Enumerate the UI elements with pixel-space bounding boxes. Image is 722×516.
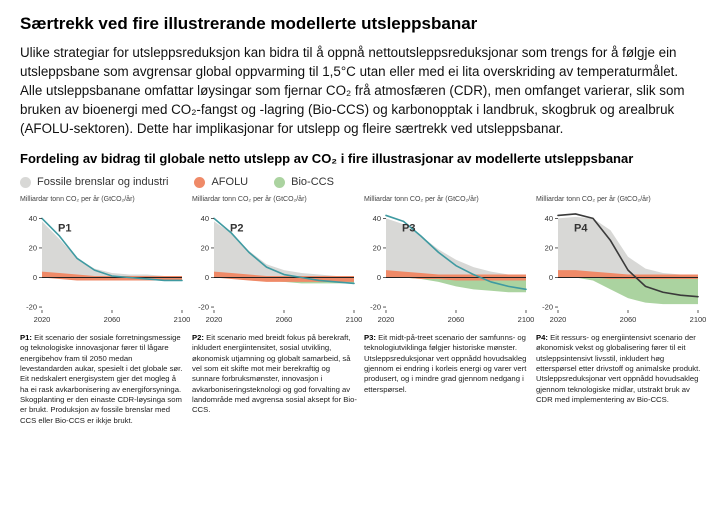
scenario-text-p3: Eit midt-på-treet scenario der samfunns-…	[364, 333, 527, 394]
chart-panel-p4: Milliardar tonn CO₂ per år (GtCO₂/år) P4…	[536, 196, 706, 426]
svg-text:0: 0	[549, 273, 553, 282]
legend-label-bioccs: Bio-CCS	[291, 176, 334, 189]
svg-text:-20: -20	[198, 303, 209, 312]
svg-text:2100: 2100	[346, 315, 363, 324]
svg-text:0: 0	[33, 273, 37, 282]
svg-text:0: 0	[377, 273, 381, 282]
scenario-label-p4: P4:	[536, 333, 548, 343]
y-axis-label-p3: Milliardar tonn CO₂ per år (GtCO₂/år)	[364, 196, 479, 204]
svg-text:2100: 2100	[690, 315, 707, 324]
svg-text:P3: P3	[402, 223, 415, 235]
svg-text:P1: P1	[58, 223, 71, 235]
scenario-label-p3: P3:	[364, 333, 376, 343]
svg-text:2060: 2060	[620, 315, 637, 324]
svg-text:2020: 2020	[550, 315, 567, 324]
scenario-text-p2: Eit scenario med breidt fokus på berekra…	[192, 333, 357, 415]
svg-text:-20: -20	[370, 303, 381, 312]
intro-paragraph: Ulike strategiar for utsleppsreduksjon k…	[20, 45, 685, 137]
svg-text:40: 40	[29, 214, 37, 223]
bioccs-color-swatch-icon	[274, 176, 286, 188]
chart-p4: P4 40 20 0 -20 2020 2060 2100	[542, 213, 706, 324]
scenario-text-p4: Eit ressurs- og energiintensivt scenario…	[536, 333, 701, 405]
scenario-text-p1: Eit scenario der sosiale forretnings­mes…	[20, 333, 183, 425]
svg-text:20: 20	[201, 244, 209, 253]
figure-subtitle: Fordeling av bidrag til globale netto ut…	[20, 151, 634, 167]
chart-panels-row: Milliardar tonn CO₂ per år (GtCO₂/år) P1…	[20, 196, 706, 426]
legend-label-fossil: Fossile brenslar og industri	[37, 176, 169, 189]
scenario-label-p2: P2:	[192, 333, 204, 343]
svg-text:20: 20	[373, 244, 381, 253]
svg-text:P4: P4	[574, 223, 588, 235]
legend-item-afolu: AFOLU	[194, 176, 248, 188]
svg-text:2020: 2020	[34, 315, 51, 324]
scenario-description-p3: P3: Eit midt-på-treet scenario der samfu…	[364, 333, 529, 395]
scenario-label-p1: P1:	[20, 333, 32, 343]
svg-text:2020: 2020	[206, 315, 223, 324]
chart-panel-p3: Milliardar tonn CO₂ per år (GtCO₂/år) P3…	[364, 196, 534, 426]
svg-text:20: 20	[29, 244, 37, 253]
svg-text:0: 0	[205, 273, 209, 282]
chart-legend: Fossile brenslar og industri AFOLU Bio-C…	[20, 176, 702, 188]
svg-text:2060: 2060	[448, 315, 465, 324]
svg-text:-20: -20	[26, 303, 37, 312]
scenario-description-p4: P4: Eit ressurs- og energiintensivt scen…	[536, 333, 701, 405]
svg-text:2100: 2100	[174, 315, 191, 324]
scenario-description-p2: P2: Eit scenario med breidt fokus på ber…	[192, 333, 357, 416]
svg-text:2060: 2060	[104, 315, 121, 324]
svg-text:2100: 2100	[518, 315, 535, 324]
scenario-description-p1: P1: Eit scenario der sosiale forretnings…	[20, 333, 185, 426]
legend-label-afolu: AFOLU	[211, 176, 249, 189]
svg-text:40: 40	[373, 214, 381, 223]
chart-p3: P3 40 20 0 -20 2020 2060 2100	[370, 214, 534, 324]
chart-panel-p2: Milliardar tonn CO₂ per år (GtCO₂/år) P2…	[192, 196, 362, 426]
afolu-color-swatch-icon	[194, 176, 206, 188]
y-axis-label-p4: Milliardar tonn CO₂ per år (GtCO₂/år)	[536, 196, 651, 204]
svg-text:20: 20	[545, 244, 553, 253]
legend-item-fossil: Fossile brenslar og industri	[20, 176, 168, 188]
svg-text:40: 40	[545, 214, 553, 223]
chart-p1: P1 40 20 0 -20 2020 2060 2100	[26, 214, 190, 324]
fossil-color-swatch-icon	[20, 176, 31, 188]
svg-text:-20: -20	[542, 303, 553, 312]
legend-item-bioccs: Bio-CCS	[274, 176, 334, 188]
svg-text:P2: P2	[230, 223, 243, 235]
svg-text:2060: 2060	[276, 315, 293, 324]
chart-panel-p1: Milliardar tonn CO₂ per år (GtCO₂/år) P1…	[20, 196, 190, 426]
chart-p2: P2 40 20 0 -20 2020 2060 2100	[198, 214, 362, 324]
page-title: Særtrekk ved fire illustrerande modeller…	[20, 14, 478, 33]
svg-text:2020: 2020	[378, 315, 395, 324]
y-axis-label-p1: Milliardar tonn CO₂ per år (GtCO₂/år)	[20, 196, 135, 204]
y-axis-label-p2: Milliardar tonn CO₂ per år (GtCO₂/år)	[192, 196, 307, 204]
svg-text:40: 40	[201, 214, 209, 223]
